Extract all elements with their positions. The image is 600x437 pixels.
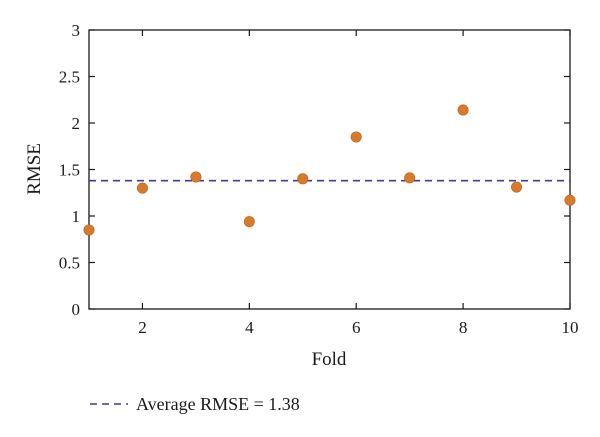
y-tick-label: 3 xyxy=(72,21,81,40)
data-point-fold-7 xyxy=(404,172,416,184)
data-point-fold-1 xyxy=(83,224,95,236)
x-tick-label: 10 xyxy=(562,318,579,337)
y-axis-label: RMSE xyxy=(24,143,45,195)
y-tick-label: 1.5 xyxy=(59,161,80,180)
data-point-fold-10 xyxy=(564,194,576,206)
y-tick-label: 2.5 xyxy=(59,68,80,87)
legend: Average RMSE = 1.38 xyxy=(90,394,300,414)
y-tick-label: 2 xyxy=(72,114,81,133)
data-point-fold-4 xyxy=(243,216,255,228)
data-point-fold-9 xyxy=(511,181,523,193)
data-point-fold-8 xyxy=(457,104,469,116)
x-tick-label: 2 xyxy=(138,318,147,337)
x-tick-label: 4 xyxy=(245,318,254,337)
y-tick-label: 1 xyxy=(72,207,81,226)
plot-frame xyxy=(88,29,571,310)
data-point-fold-3 xyxy=(190,171,202,183)
data-point-fold-5 xyxy=(297,173,309,185)
y-tick-label: 0.5 xyxy=(59,254,80,273)
legend-label: Average RMSE = 1.38 xyxy=(136,394,300,414)
data-point-fold-6 xyxy=(350,131,362,143)
x-axis-label: Fold xyxy=(312,349,347,370)
data-point-fold-2 xyxy=(136,182,148,194)
x-tick-label: 8 xyxy=(459,318,468,337)
y-tick-label: 0 xyxy=(72,300,81,319)
x-tick-label: 6 xyxy=(352,318,361,337)
